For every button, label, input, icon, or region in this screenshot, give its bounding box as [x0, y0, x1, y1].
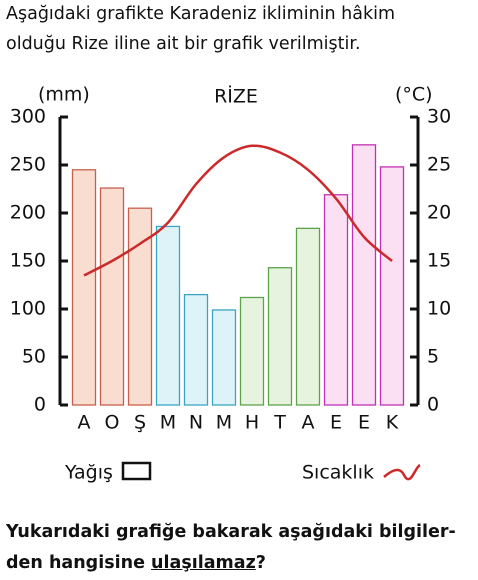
- x-tick-label: M: [216, 412, 232, 434]
- y2-tick-label: 10: [427, 298, 451, 320]
- legend-swatch: [121, 461, 152, 481]
- question-text: den hangisine: [6, 553, 145, 573]
- bar: [267, 267, 293, 406]
- bar: [155, 225, 181, 406]
- x-tick-label: T: [273, 412, 286, 434]
- y-tick-label: 200: [10, 202, 46, 224]
- y-tick-label: 250: [10, 154, 46, 176]
- y2-tick-label: 0: [427, 394, 439, 416]
- temperature-line: [83, 144, 393, 277]
- x-tick-label: N: [189, 412, 203, 434]
- y-tick-label: 0: [34, 394, 46, 416]
- y-tick-label: 100: [10, 298, 46, 320]
- chart-title: RİZE: [214, 85, 258, 108]
- y2-tick-label: 20: [427, 202, 451, 224]
- question-line: den hangisine ulaşılamaz?: [6, 553, 266, 573]
- bar: [351, 144, 377, 406]
- intro-line: Aşağıdaki grafikte Karadeniz ikliminin h…: [6, 4, 396, 24]
- x-tick-label: E: [358, 412, 370, 434]
- y2-axis-label: (°C): [395, 84, 433, 106]
- bar: [239, 296, 265, 406]
- bar: [379, 166, 405, 406]
- legend-label: Yağış: [64, 462, 113, 484]
- x-tick-label: K: [386, 412, 399, 434]
- x-tick-label: Ş: [134, 412, 146, 434]
- x-tick-label: A: [78, 412, 91, 434]
- x-tick-label: M: [160, 412, 176, 434]
- question-end: ?: [255, 553, 266, 573]
- y-tick-label: 50: [22, 346, 46, 368]
- bar: [71, 169, 97, 406]
- x-tick-label: H: [245, 412, 259, 434]
- y-tick-label: 150: [10, 250, 46, 272]
- legend-swatch: [383, 463, 421, 481]
- y-tick-label: 300: [10, 106, 46, 128]
- x-tick-label: A: [302, 412, 315, 434]
- bar: [183, 293, 209, 406]
- bar: [127, 207, 153, 406]
- legend-label: Sıcaklık: [302, 462, 374, 484]
- x-tick-label: E: [330, 412, 342, 434]
- y2-tick-label: 25: [427, 154, 451, 176]
- intro-line: olduğu Rize iline ait bir grafik verilmi…: [6, 34, 361, 54]
- y2-tick-label: 15: [427, 250, 451, 272]
- x-tick-label: O: [105, 412, 120, 434]
- y-axis-label: (mm): [38, 84, 90, 106]
- bar: [295, 227, 321, 406]
- y2-tick-label: 30: [427, 106, 451, 128]
- y2-tick-label: 5: [427, 346, 439, 368]
- question-line: Yukarıdaki grafiğe bakarak aşağıdaki bil…: [6, 522, 456, 542]
- question-emphasis: ulaşılamaz: [151, 553, 256, 573]
- bar: [99, 187, 125, 406]
- bar: [323, 194, 349, 406]
- chart: RİZE (mm) (°C) 0 50 100 150 200 250 300 0 5 10 15 2…: [10, 84, 451, 484]
- bar: [211, 309, 237, 406]
